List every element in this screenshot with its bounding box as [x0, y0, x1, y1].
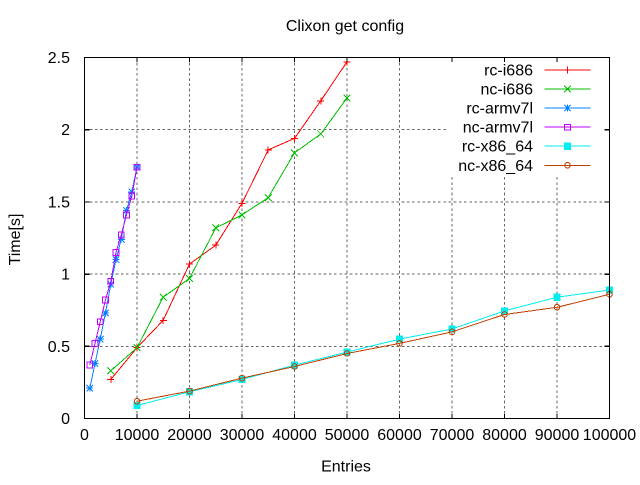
- svg-text:1: 1: [61, 267, 70, 284]
- svg-text:rc-x86_64: rc-x86_64: [462, 139, 533, 156]
- svg-text:70000: 70000: [430, 427, 475, 444]
- svg-text:Entries: Entries: [321, 459, 371, 476]
- svg-text:1.5: 1.5: [48, 194, 70, 211]
- svg-text:100000: 100000: [583, 427, 636, 444]
- svg-text:0.5: 0.5: [48, 339, 70, 356]
- svg-text:nc-x86_64: nc-x86_64: [458, 158, 533, 175]
- svg-text:nc-i686: nc-i686: [481, 82, 534, 99]
- svg-text:20000: 20000: [167, 427, 212, 444]
- svg-text:60000: 60000: [377, 427, 422, 444]
- svg-text:nc-armv7l: nc-armv7l: [463, 120, 533, 137]
- svg-text:90000: 90000: [535, 427, 580, 444]
- svg-text:50000: 50000: [325, 427, 370, 444]
- svg-text:40000: 40000: [272, 427, 317, 444]
- svg-text:30000: 30000: [220, 427, 265, 444]
- svg-text:rc-armv7l: rc-armv7l: [466, 101, 533, 118]
- svg-text:80000: 80000: [482, 427, 527, 444]
- svg-text:2.5: 2.5: [48, 50, 70, 67]
- svg-text:10000: 10000: [115, 427, 160, 444]
- svg-text:Clixon get config: Clixon get config: [286, 18, 404, 35]
- svg-text:0: 0: [61, 411, 70, 428]
- svg-text:rc-i686: rc-i686: [484, 63, 533, 80]
- svg-text:0: 0: [80, 427, 89, 444]
- svg-text:Time[s]: Time[s]: [7, 214, 24, 266]
- svg-text:2: 2: [61, 122, 70, 139]
